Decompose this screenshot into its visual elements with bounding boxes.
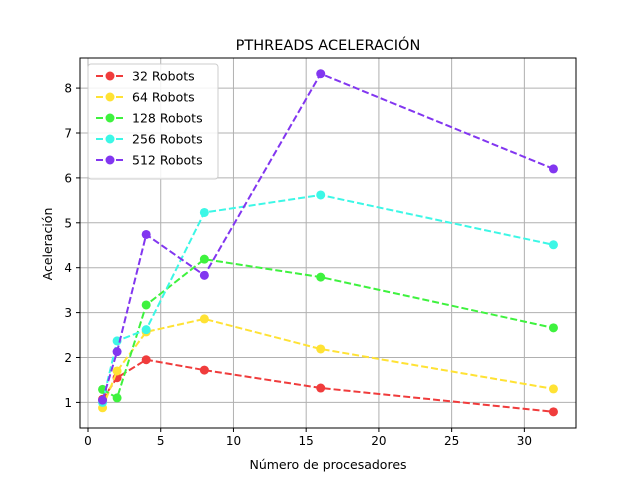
series-3 <box>98 254 558 403</box>
x-tick-label: 5 <box>157 434 165 448</box>
data-point <box>112 366 122 376</box>
x-tick-label: 25 <box>444 434 459 448</box>
data-point <box>548 164 558 174</box>
y-tick-label: 1 <box>64 396 72 410</box>
legend-item: 64 Robots <box>96 90 195 105</box>
data-point <box>199 254 209 264</box>
x-axis-ticks: 0 5 10 15 20 25 30 <box>84 428 532 448</box>
legend-marker <box>105 71 115 81</box>
y-tick-label: 8 <box>64 82 72 96</box>
legend-box <box>87 63 219 180</box>
chart-title: PTHREADS ACELERACIÓN <box>236 36 421 54</box>
y-axis-ticks: 1 2 3 4 5 6 7 8 <box>64 82 80 410</box>
grid <box>80 58 576 428</box>
data-point <box>548 323 558 333</box>
data-point <box>316 190 326 200</box>
x-tick-label: 30 <box>517 434 532 448</box>
data-point <box>98 395 108 405</box>
data-point <box>548 407 558 417</box>
data-point <box>316 69 326 79</box>
data-point <box>199 270 209 280</box>
data-point <box>199 314 209 324</box>
legend-marker <box>105 113 115 123</box>
legend-marker <box>105 155 115 165</box>
data-point <box>316 344 326 354</box>
legend-item: 512 Robots <box>96 153 203 168</box>
series-5 <box>98 69 558 405</box>
data-point <box>112 393 122 403</box>
legend-label: 512 Robots <box>132 153 203 168</box>
x-tick-label: 20 <box>371 434 386 448</box>
y-tick-label: 2 <box>64 351 72 365</box>
y-tick-label: 3 <box>64 306 72 320</box>
legend-marker <box>105 92 115 102</box>
data-point <box>199 207 209 217</box>
series-line <box>101 72 554 401</box>
legend-label: 64 Robots <box>132 90 195 105</box>
series-line <box>101 317 554 409</box>
data-point <box>141 325 151 335</box>
x-tick-label: 0 <box>84 434 92 448</box>
legend-label: 32 Robots <box>132 69 195 84</box>
x-tick-label: 15 <box>299 434 314 448</box>
data-point <box>548 384 558 394</box>
legend-item: 128 Robots <box>96 111 203 126</box>
data-point <box>199 365 209 375</box>
legend: 32 Robots 64 Robots 128 Robots 256 Robots 51… <box>87 63 219 180</box>
data-point <box>112 347 122 357</box>
y-tick-label: 7 <box>64 126 72 140</box>
plot-frame <box>79 57 577 429</box>
data-point <box>141 300 151 310</box>
legend-item: 256 Robots <box>96 132 203 147</box>
data-point <box>316 383 326 393</box>
data-point <box>141 229 151 239</box>
legend-item: 32 Robots <box>96 69 195 84</box>
x-axis-label: Número de procesadores <box>249 457 406 472</box>
y-tick-label: 4 <box>64 261 72 275</box>
x-tick-label: 10 <box>226 434 241 448</box>
data-point <box>141 355 151 365</box>
y-tick-label: 5 <box>64 216 72 230</box>
data-point <box>548 240 558 250</box>
y-axis-label: Aceleración <box>40 208 55 281</box>
legend-label: 256 Robots <box>132 132 203 147</box>
legend-marker <box>105 134 115 144</box>
series-group <box>98 69 558 417</box>
y-tick-label: 6 <box>64 171 72 185</box>
data-point <box>316 272 326 282</box>
legend-label: 128 Robots <box>132 111 203 126</box>
